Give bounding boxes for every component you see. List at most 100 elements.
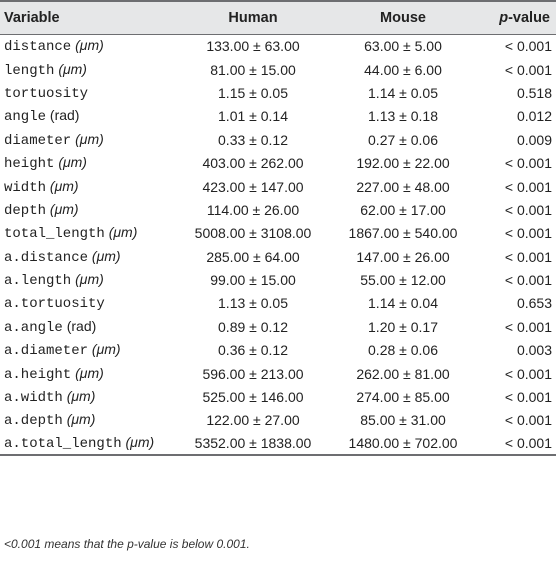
cell-human: 133.00 ± 63.00 (206, 38, 300, 55)
variable-unit: (μm) (75, 130, 104, 147)
cell-variable: a.length (μm) (0, 268, 178, 291)
cell-human: 0.89 ± 0.12 (218, 318, 288, 335)
cell-variable: depth (μm) (0, 198, 178, 221)
cell-human: 0.36 ± 0.12 (218, 342, 288, 359)
table-row: a.height (μm) 596.00 ± 213.00 262.00 ± 81.… (0, 361, 556, 384)
table-row: a.diameter (μm) 0.36 ± 0.12 0.28 ± 0.06 0.0… (0, 338, 556, 361)
cell-mouse: 1.20 ± 0.17 (368, 318, 438, 335)
table-header: Variable Human Mouse p-value (0, 1, 556, 34)
cell-variable: length (μm) (0, 57, 178, 80)
header-variable: Variable (4, 9, 60, 26)
variable-name: a.length (4, 273, 72, 290)
table-footnote: <0.001 means that the p-value is below 0… (4, 537, 250, 551)
variable-name: a.width (4, 390, 63, 407)
cell-mouse: 0.27 ± 0.06 (368, 131, 438, 148)
cell-mouse: 1.13 ± 0.18 (368, 108, 438, 125)
cell-mouse: 63.00 ± 5.00 (364, 38, 442, 55)
cell-variable: tortuosity (0, 81, 178, 104)
cell-mouse: 44.00 ± 6.00 (364, 61, 442, 78)
header-row: Variable Human Mouse p-value (0, 1, 556, 34)
variable-unit: (μm) (91, 247, 121, 264)
cell-p-value: < 0.001 (504, 61, 552, 78)
variable-unit: (μm) (66, 388, 96, 405)
variable-unit: (μm) (91, 341, 121, 358)
header-p-italic: p (499, 9, 509, 26)
cell-variable: a.depth (μm) (0, 408, 178, 431)
variable-unit: (μm) (108, 224, 138, 241)
cell-mouse: 0.28 ± 0.06 (368, 342, 438, 359)
cell-p-value: < 0.001 (504, 389, 552, 406)
variable-name: a.total_length (4, 436, 122, 453)
cell-variable: distance (μm) (0, 34, 178, 57)
table-row: a.distance (μm) 285.00 ± 64.00 147.00 ± 26… (0, 245, 556, 268)
cell-variable: diameter (μm) (0, 128, 178, 151)
cell-human: 403.00 ± 262.00 (202, 155, 304, 172)
variable-unit: (μm) (49, 200, 79, 217)
cell-mouse: 262.00 ± 81.00 (356, 365, 450, 382)
results-table-container: Variable Human Mouse p-value distance (μ… (0, 1, 556, 456)
cell-human: 81.00 ± 15.00 (210, 61, 296, 78)
table-row: height (μm) 403.00 ± 262.00 192.00 ± 22.00… (0, 151, 556, 174)
cell-mouse: 227.00 ± 48.00 (356, 178, 450, 195)
results-table: Variable Human Mouse p-value distance (μ… (0, 1, 556, 456)
variable-unit: (μm) (75, 271, 104, 288)
variable-name: a.height (4, 366, 72, 383)
variable-unit: (μm) (58, 154, 87, 171)
table-row: a.depth (μm) 122.00 ± 27.00 85.00 ± 31.00 <… (0, 408, 556, 431)
header-p-value: p-value (478, 1, 556, 34)
variable-name: a.distance (4, 249, 89, 266)
cell-human: 1.13 ± 0.05 (218, 295, 288, 312)
variable-name: width (4, 179, 47, 196)
cell-p-value: < 0.001 (504, 38, 552, 55)
variable-name: distance (4, 39, 72, 56)
cell-p-value: < 0.001 (504, 248, 552, 265)
cell-p-value: < 0.001 (504, 178, 552, 195)
cell-p-value: 0.518 (516, 84, 552, 101)
table-row: a.angle (rad) 0.89 ± 0.12 1.20 ± 0.17 < 0.0… (0, 315, 556, 338)
variable-name: a.angle (4, 319, 63, 336)
cell-human: 99.00 ± 15.00 (210, 272, 296, 289)
cell-human: 423.00 ± 147.00 (202, 178, 304, 195)
variable-name: tortuosity (4, 85, 89, 102)
variable-name: total_length (4, 226, 105, 243)
cell-p-value: < 0.001 (504, 201, 552, 218)
cell-variable: a.total_length (μm) (0, 432, 178, 455)
cell-variable: height (μm) (0, 151, 178, 174)
table-row: depth (μm) 114.00 ± 26.00 62.00 ± 17.00 < 0… (0, 198, 556, 221)
cell-mouse: 274.00 ± 85.00 (356, 389, 450, 406)
variable-name: length (4, 62, 55, 79)
cell-variable: a.width (μm) (0, 385, 178, 408)
table-row: a.length (μm) 99.00 ± 15.00 55.00 ± 12.00 <… (0, 268, 556, 291)
table-row: total_length (μm) 5008.00 ± 3108.00 1867.0… (0, 221, 556, 244)
cell-variable: angle (rad) (0, 104, 178, 127)
table-row: width (μm) 423.00 ± 147.00 227.00 ± 48.00 <… (0, 174, 556, 197)
cell-variable: a.diameter (μm) (0, 338, 178, 361)
cell-p-value: < 0.001 (504, 435, 552, 452)
cell-mouse: 1867.00 ± 540.00 (348, 225, 458, 242)
table-row: a.width (μm) 525.00 ± 146.00 274.00 ± 85.0… (0, 385, 556, 408)
cell-mouse: 1.14 ± 0.05 (368, 84, 438, 101)
cell-human: 0.33 ± 0.12 (218, 131, 288, 148)
cell-mouse: 1480.00 ± 702.00 (348, 435, 458, 452)
table-row: length (μm) 81.00 ± 15.00 44.00 ± 6.00 < 0.… (0, 57, 556, 80)
cell-p-value: < 0.001 (504, 365, 552, 382)
cell-mouse: 147.00 ± 26.00 (356, 248, 450, 265)
cell-p-value: 0.009 (516, 131, 552, 148)
variable-name: a.diameter (4, 343, 89, 360)
cell-variable: a.height (μm) (0, 361, 178, 384)
table-row: a.total_length (μm) 5352.00 ± 1838.00 1480… (0, 432, 556, 456)
cell-p-value: < 0.001 (504, 272, 552, 289)
cell-human: 525.00 ± 146.00 (202, 389, 304, 406)
cell-human: 285.00 ± 64.00 (206, 248, 300, 265)
cell-variable: a.tortuosity (0, 291, 178, 314)
cell-human: 5352.00 ± 1838.00 (194, 435, 312, 452)
header-human: Human (228, 9, 278, 26)
variable-unit: (μm) (58, 60, 87, 77)
cell-human: 596.00 ± 213.00 (202, 365, 304, 382)
table-body: distance (μm) 133.00 ± 63.00 63.00 ± 5.00 <… (0, 34, 556, 456)
cell-p-value: < 0.001 (504, 412, 552, 429)
cell-human: 1.15 ± 0.05 (218, 84, 288, 101)
cell-human: 114.00 ± 26.00 (206, 201, 300, 218)
cell-variable: a.distance (μm) (0, 245, 178, 268)
variable-name: depth (4, 202, 47, 219)
